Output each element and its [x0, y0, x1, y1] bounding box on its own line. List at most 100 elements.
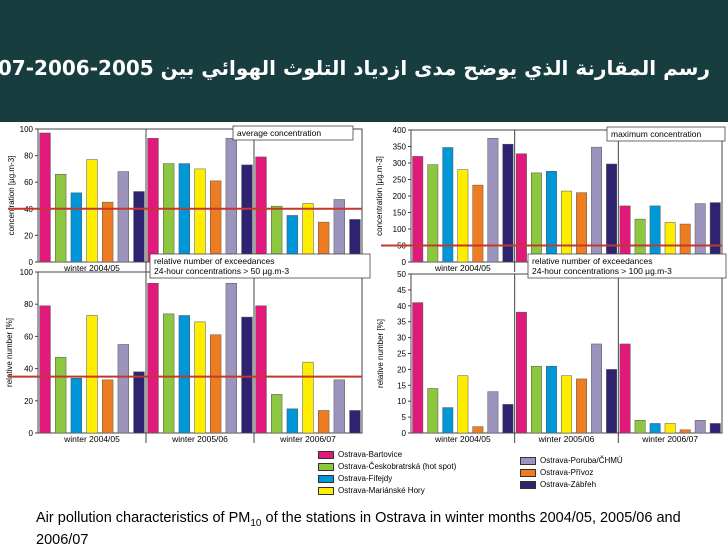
chart4-bar [709, 423, 721, 434]
chart3-category-label: winter 2006/07 [279, 434, 336, 444]
chart2-bar [412, 156, 424, 263]
chart4-bar [576, 378, 587, 434]
chart4-bar [546, 365, 557, 434]
chart1-bar [210, 180, 222, 263]
legend-item-marianske-hory: Ostrava-Mariánské Hory [318, 486, 425, 495]
legend-item-bartovice: Ostrava-Bartovice [318, 450, 402, 459]
chart4-bar [412, 302, 424, 434]
chart4-bar [679, 429, 691, 434]
chart1-bar [117, 171, 129, 263]
chart1-bar [70, 192, 82, 263]
chart4-bar [634, 420, 646, 434]
chart4-ytick-label: 35 [397, 318, 406, 327]
chart4-bar [649, 423, 661, 434]
chart2-ytick-label: 150 [393, 209, 407, 218]
chart2-bar [531, 172, 542, 263]
chart4-ytick-label: 30 [397, 334, 406, 343]
legend-item-poruba: Ostrava-Poruba/ČHMÚ [520, 456, 623, 465]
chart3-ytick-label: 80 [24, 300, 33, 309]
chart2-bar [576, 192, 587, 263]
chart4-bar [502, 404, 514, 434]
chart3-category-label: winter 2004/05 [63, 434, 120, 444]
legend-label: Ostrava-Zábřeh [540, 480, 597, 489]
legend-swatch [318, 450, 334, 459]
chart1-ytick-label: 0 [29, 258, 34, 267]
chart3-bar [225, 283, 237, 434]
chart1-ytick-label: 60 [24, 178, 33, 187]
legend-label: Ostrava-Českobratrská (hot spot) [338, 462, 457, 471]
chart1-bar [147, 138, 159, 263]
legend-label: Ostrava-Mariánské Hory [338, 486, 425, 495]
chart4-category-label: winter 2005/06 [538, 434, 595, 444]
chart2-ytick-label: 350 [393, 143, 407, 152]
chart3-bar [302, 361, 314, 434]
chart1-bar [225, 138, 237, 263]
slide-title: رسم المقارنة الذي يوضح مدى ازدياد التلوث… [0, 56, 710, 80]
legend-label: Ostrava-Bartovice [338, 450, 403, 459]
slide-title-bar: رسم المقارنة الذي يوضح مدى ازدياد التلوث… [0, 0, 728, 122]
chart2-bar [606, 163, 618, 263]
chart2-ylabel: concentration [µg.m-3] [375, 156, 384, 236]
chart4-ytick-label: 15 [397, 381, 406, 390]
chart1-category-label: winter 2004/05 [63, 263, 120, 273]
chart3-bar [333, 379, 345, 434]
chart1-bar [39, 132, 51, 263]
chart4-bar [606, 369, 618, 434]
chart4-ytick-label: 45 [397, 286, 406, 295]
chart4-category-label: winter 2006/07 [641, 434, 698, 444]
chart4-bar [619, 343, 631, 434]
chart1-title: average concentration [237, 128, 321, 138]
chart3-subtitle: 24-hour concentrations > 50 µg.m-3 [154, 266, 289, 276]
chart4-ytick-label: 0 [402, 429, 407, 438]
chart3-ytick-label: 0 [29, 429, 34, 438]
chart1-ytick-label: 100 [20, 125, 34, 134]
legend-label: Ostrava-Poruba/ČHMÚ [540, 456, 623, 465]
chart2-bar [427, 164, 439, 263]
chart2-bar [649, 205, 661, 263]
chart2-bar [619, 205, 631, 263]
chart4-title: relative number of exceedances [532, 256, 653, 266]
chart2-bar [709, 202, 721, 263]
legend-swatch [520, 480, 536, 489]
chart3-bar [163, 313, 175, 434]
caption-subscript: 10 [250, 517, 262, 529]
legend-swatch [318, 486, 334, 495]
chart3-bar [133, 371, 145, 434]
chart1-bar [163, 163, 175, 263]
chart3-title-box [149, 253, 371, 279]
legend-item-fifejdy: Ostrava-Fifejdy [318, 474, 392, 483]
chart3-ytick-label: 60 [24, 332, 33, 341]
chart3-ylabel: relative number [%] [5, 318, 14, 387]
chart2-bar [694, 203, 706, 263]
legend: Ostrava-Bartovice Ostrava-Českobratrská … [318, 450, 718, 502]
chart4-ytick-label: 10 [397, 397, 406, 406]
chart4-ylabel: relative number [%] [376, 319, 385, 388]
chart3-bar [39, 305, 51, 434]
chart1-bar [133, 191, 145, 263]
chart3-bar [286, 408, 298, 434]
chart1-bar [86, 159, 98, 263]
chart4-ytick-label: 20 [397, 365, 406, 374]
chart3-bar [349, 410, 361, 434]
chart1-ytick-label: 80 [24, 152, 33, 161]
chart1-title-box [232, 125, 354, 141]
chart2-bar [457, 169, 469, 263]
chart4-bar [591, 343, 602, 434]
legend-item-zabreh: Ostrava-Zábřeh [520, 480, 596, 489]
chart4-bar [427, 388, 439, 434]
chart2-ytick-label: 200 [393, 192, 407, 201]
legend-label: Ostrava-Fifejdy [338, 474, 393, 483]
chart4-bar [694, 420, 706, 434]
legend-label: Ostrava-Přívoz [540, 468, 594, 477]
chart4-subtitle: 24-hour concentrations > 100 µg.m-3 [532, 266, 672, 276]
chart3-bar [178, 315, 190, 434]
caption-text-end: of the stations in Ostrava in winter mon… [36, 510, 681, 548]
chart4-bar [531, 365, 542, 434]
chart3-ytick-label: 20 [24, 397, 33, 406]
chart3-category-label: winter 2005/06 [171, 434, 228, 444]
chart1-ylabel: concentration [µg.m-3] [7, 156, 16, 236]
chart3-bar [255, 305, 267, 434]
chart1-bar [241, 164, 253, 263]
chart4-title-box [527, 253, 727, 279]
chart3-bar [147, 283, 159, 434]
